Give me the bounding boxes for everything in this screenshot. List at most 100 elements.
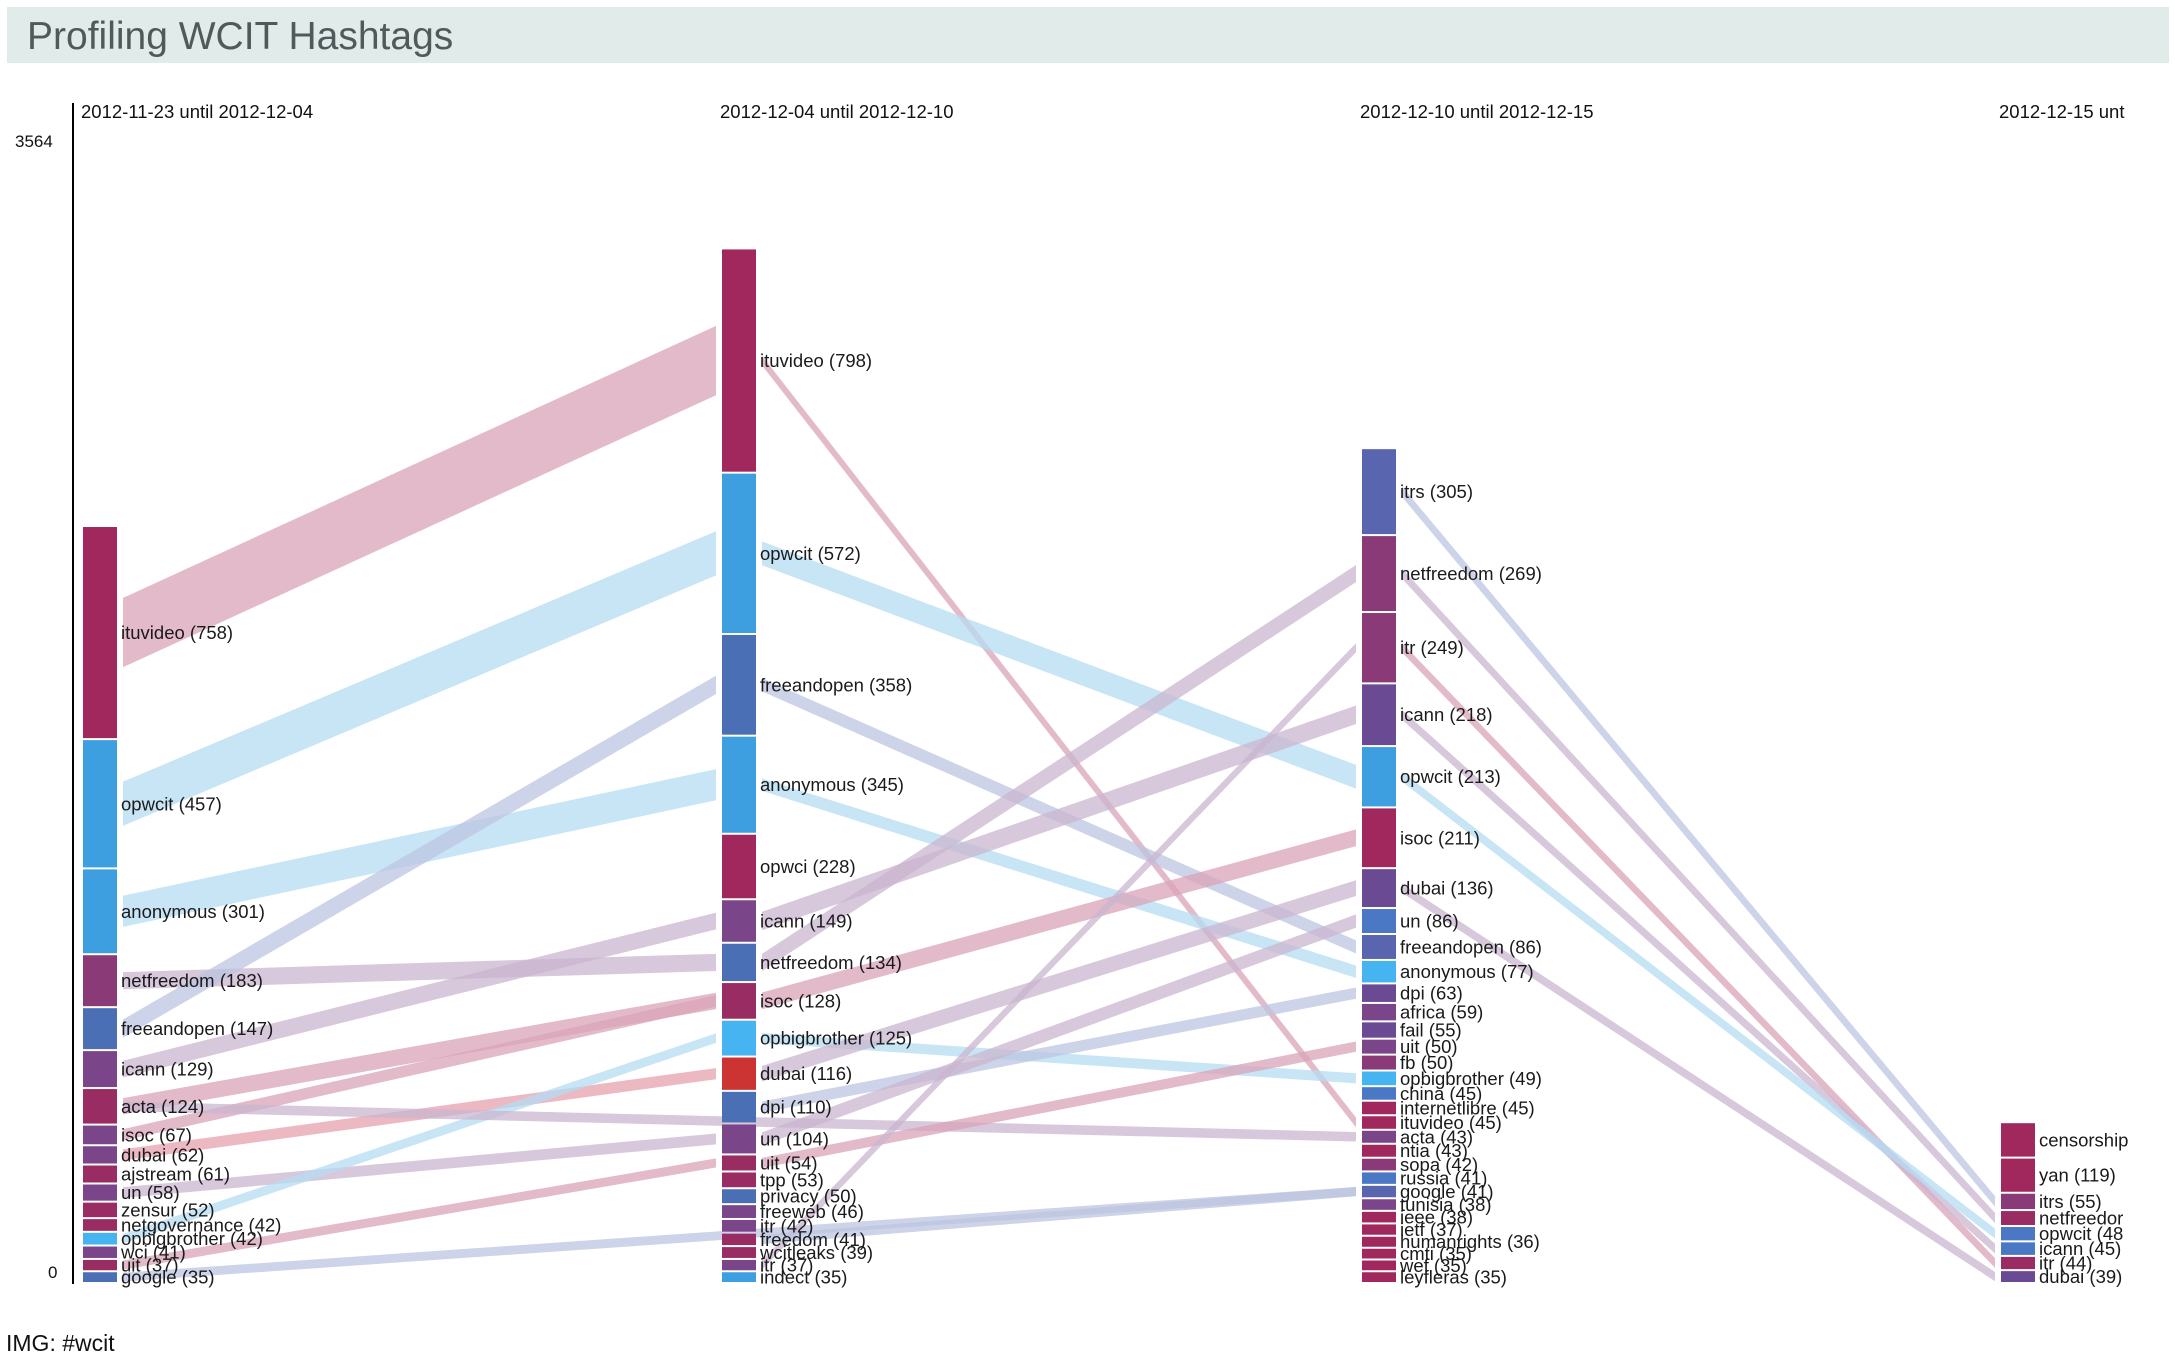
node-bar-opbigbrother <box>722 1020 756 1056</box>
node-bar-uit <box>1362 1039 1396 1054</box>
node-label-dpi: dpi (63) <box>1400 983 1463 1004</box>
flow-link-un-to-un <box>123 1133 716 1198</box>
node-label-dubai: dubai (62) <box>121 1144 204 1165</box>
node-label-cmti: cmti (35) <box>1400 1243 1472 1264</box>
node-label-zensur: zensur (52) <box>121 1199 215 1220</box>
node-bar-netfreedom <box>2001 1211 2035 1225</box>
node-label-isoc: isoc (67) <box>121 1124 192 1145</box>
node-label-isoc: isoc (211) <box>1400 827 1480 848</box>
node-label-fail: fail (55) <box>1400 1020 1462 1041</box>
node-label-uit: uit (37) <box>121 1255 179 1276</box>
node-label-netfreedom: netfreedom (134) <box>760 952 902 973</box>
alluvial-chart: google (35)uit (37)wci (41)opbigbrother … <box>15 101 2128 1288</box>
node-label-wci: wci (41) <box>120 1242 186 1263</box>
node-bar-dubai <box>722 1057 756 1090</box>
node-label-itr: itr (42) <box>760 1215 813 1236</box>
node-label-opwci: opwci (228) <box>760 856 856 877</box>
node-bar-anonymous <box>83 869 117 954</box>
node-bar-icann <box>83 1051 117 1088</box>
node-label-icann: icann (45) <box>2039 1238 2121 1259</box>
node-label-ituvideo: ituvideo (798) <box>760 350 872 371</box>
node-bar-china <box>1362 1087 1396 1100</box>
node-label-opbigbrother: opbigbrother (42) <box>121 1228 263 1249</box>
node-label-uit: uit (50) <box>1400 1036 1458 1057</box>
node-label-tpp: tpp (53) <box>760 1169 824 1190</box>
node-label-dubai: dubai (39) <box>2039 1266 2122 1287</box>
flow-link-itrs-to-itrs <box>1402 486 1995 1207</box>
node-label-google: google (35) <box>121 1267 215 1288</box>
image-caption: IMG: #wcit <box>6 1330 115 1356</box>
node-label-ntia: ntia (43) <box>1400 1140 1468 1161</box>
flow-link-acta-to-isoc <box>123 992 716 1115</box>
node-bar-ituvideo <box>722 249 756 472</box>
node-label-freeweb: freeweb (46) <box>760 1201 864 1222</box>
node-bar-acta <box>1362 1130 1396 1143</box>
node-label-google: google (41) <box>1400 1181 1494 1202</box>
node-bar-fail <box>1362 1022 1396 1038</box>
node-bar-opbigbrother <box>83 1232 117 1245</box>
node-bar-itr <box>2001 1256 2035 1270</box>
node-label-freeandopen: freeandopen (358) <box>760 674 912 695</box>
node-label-icann: icann (218) <box>1400 704 1493 725</box>
node-label-icann: icann (149) <box>760 911 853 932</box>
node-label-acta: acta (124) <box>121 1096 204 1117</box>
node-label-freeandopen: freeandopen (86) <box>1400 936 1542 957</box>
flow-link-uit-to-uit <box>762 1041 1356 1169</box>
node-label-humanrights: humanrights (36) <box>1400 1231 1540 1252</box>
node-bar-opwcit <box>722 473 756 633</box>
node-bar-opbigbrother <box>1362 1071 1396 1086</box>
node-bar-uit <box>83 1259 117 1271</box>
flow-link-opwcit-to-opwcit <box>762 541 1356 789</box>
node-bar-netfreedom <box>1362 536 1396 612</box>
node-bar-humanrights <box>1362 1236 1396 1247</box>
column-header-3: 2012-12-15 unt <box>1999 101 2125 122</box>
flow-link-opbigbrother-to-opbigbrother <box>123 1033 716 1244</box>
node-label-freeandopen: freeandopen (147) <box>121 1018 273 1039</box>
page-title: Profiling WCIT Hashtags <box>27 15 454 58</box>
node-label-un: un (104) <box>760 1128 829 1149</box>
node-bar-fb <box>1362 1055 1396 1070</box>
node-label-isoc: isoc (128) <box>760 990 841 1011</box>
links-layer <box>123 325 1995 1282</box>
node-label-leyfleras: leyfleras (35) <box>1400 1267 1507 1288</box>
node-label-china: china (45) <box>1400 1083 1482 1104</box>
node-bar-netfreedom <box>722 943 756 982</box>
node-label-anonymous: anonymous (345) <box>760 774 904 795</box>
node-bar-sopa <box>1362 1158 1396 1171</box>
node-bar-itrs <box>2001 1193 2035 1210</box>
node-label-icann: icann (129) <box>121 1059 214 1080</box>
flow-link-dubai-to-dubai <box>762 880 1356 1082</box>
node-bar-ituvideo <box>83 527 117 739</box>
node-label-itr: itr (249) <box>1400 637 1464 658</box>
node-bar-icann <box>1362 684 1396 746</box>
flow-link-itr-to-itr <box>762 643 1356 1270</box>
node-label-itrs: itrs (305) <box>1400 481 1473 502</box>
node-label-itr: itr (37) <box>760 1255 813 1276</box>
node-bar-yan <box>2001 1158 2035 1192</box>
node-label-netfreedom: netfreedom (269) <box>1400 563 1542 584</box>
flow-link-un-to-un <box>762 914 1356 1146</box>
node-bar-internetlibre <box>1362 1101 1396 1115</box>
node-bar-cmti <box>1362 1248 1396 1259</box>
node-bar-dubai <box>2001 1271 2035 1282</box>
y-tick-label-max: 3564 <box>15 132 53 151</box>
flow-link-netfreedom-to-netfreedom <box>762 564 1356 972</box>
node-bar-uit <box>722 1155 756 1171</box>
node-label-russia: russia (41) <box>1400 1168 1487 1189</box>
flow-link-freedom-to-google <box>762 1186 1356 1245</box>
node-label-dpi: dpi (110) <box>760 1097 832 1118</box>
node-label-sopa: sopa (42) <box>1400 1154 1478 1175</box>
node-label-africa: africa (59) <box>1400 1002 1483 1023</box>
node-bar-anonymous <box>1362 960 1396 983</box>
node-bar-freedom <box>722 1233 756 1246</box>
node-bar-dpi <box>1362 984 1396 1002</box>
node-bar-zensur <box>83 1202 117 1218</box>
node-bar-freeandopen <box>83 1008 117 1050</box>
node-bar-freeweb <box>722 1205 756 1218</box>
node-label-indect: indect (35) <box>760 1267 847 1288</box>
node-bar-africa <box>1362 1003 1396 1021</box>
flow-link-icann-to-icann <box>123 912 716 1078</box>
node-bar-leyfleras <box>1362 1272 1396 1282</box>
node-label-opwcit: opwcit (48 <box>2039 1223 2123 1244</box>
node-label-internetlibre: internetlibre (45) <box>1400 1097 1535 1118</box>
